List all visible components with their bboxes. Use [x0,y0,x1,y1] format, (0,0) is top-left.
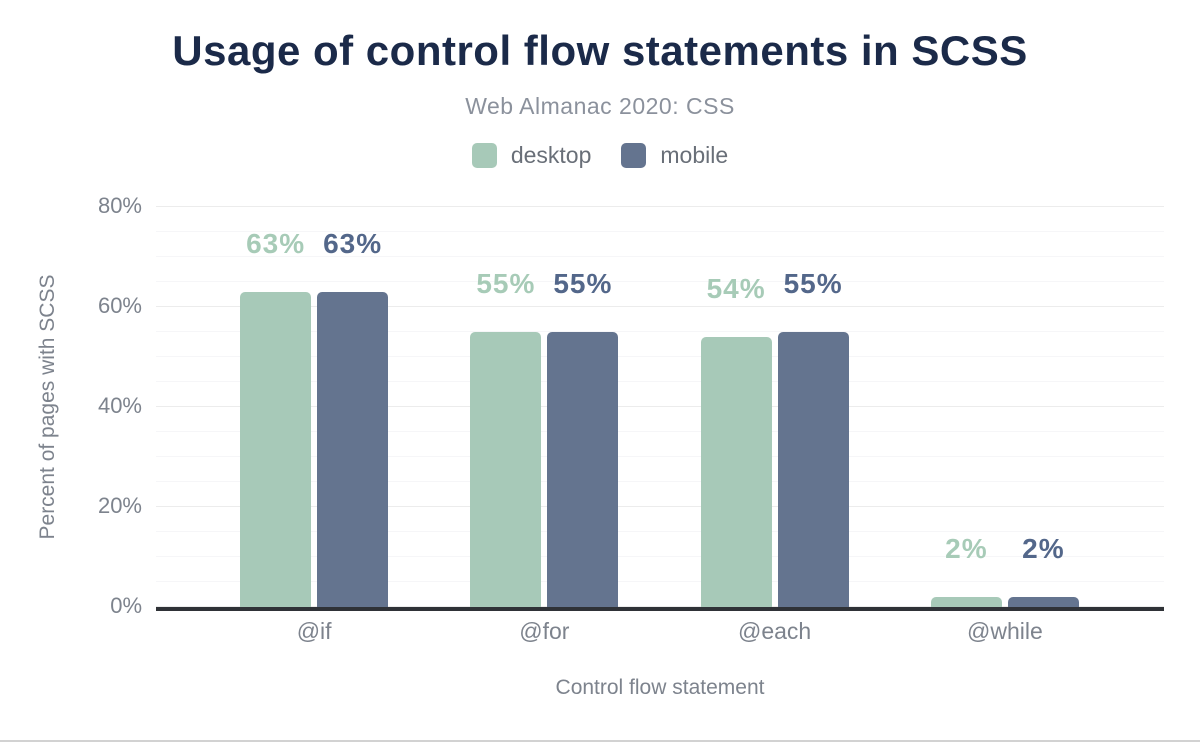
bar-mobile-each[interactable]: 55% [777,268,849,607]
y-tick-40: 40% [97,393,142,418]
legend: desktop mobile [0,142,1200,169]
value-label-desktop-for: 55% [476,268,536,300]
legend-label-desktop: desktop [510,142,592,168]
bar-desktop-each[interactable]: 54% [700,273,772,607]
legend-swatch-desktop-icon [471,143,497,168]
category-group-while: 2% 2% [890,207,1120,607]
x-tick-each: @each [738,618,812,644]
y-tick-60: 60% [97,293,142,318]
y-tick-20: 20% [97,493,142,518]
value-label-desktop-if: 63% [246,228,306,260]
value-label-mobile-each: 55% [783,268,843,300]
legend-item-mobile: mobile [621,142,728,169]
value-label-desktop-each: 54% [706,273,766,305]
y-axis-ticks: 0% 20% 40% 60% 80% [0,193,146,618]
value-label-desktop-while: 2% [945,533,988,565]
bar-mobile-for[interactable]: 55% [547,268,619,607]
x-tick-for: @for [519,618,570,644]
bar-mobile-if[interactable]: 63% [317,228,389,607]
value-label-mobile-while: 2% [1022,533,1065,565]
chart-title: Usage of control flow statements in SCSS [172,27,1028,74]
chart-subtitle: Web Almanac 2020: CSS [465,93,735,119]
value-label-mobile-if: 63% [323,228,383,260]
category-group-each: 54% 55% [660,207,890,607]
legend-swatch-mobile-icon [621,143,647,168]
category-group-for: 55% 55% [429,207,659,607]
bar-desktop-for[interactable]: 55% [470,268,542,607]
legend-item-desktop: desktop [471,142,592,169]
value-label-mobile-for: 55% [553,268,613,300]
bar-groups: 63% 63% 55% 55% 54% 55% 2% 2% [199,207,1120,607]
bar-mobile-while[interactable]: 2% [1007,533,1079,607]
x-tick-while: @while [966,618,1043,644]
x-axis-title: Control flow statement [555,676,765,699]
x-tick-if: @if [296,618,332,644]
bar-desktop-while[interactable]: 2% [930,533,1002,607]
legend-label-mobile: mobile [660,142,729,168]
plot-area: 63% 63% 55% 55% 54% 55% 2% 2% [156,206,1164,611]
x-axis-ticks: @if @for @each @while [199,618,1120,645]
bar-desktop-if[interactable]: 63% [240,228,312,607]
y-tick-80: 80% [97,193,142,218]
category-group-if: 63% 63% [199,207,429,607]
y-tick-0: 0% [110,593,142,618]
